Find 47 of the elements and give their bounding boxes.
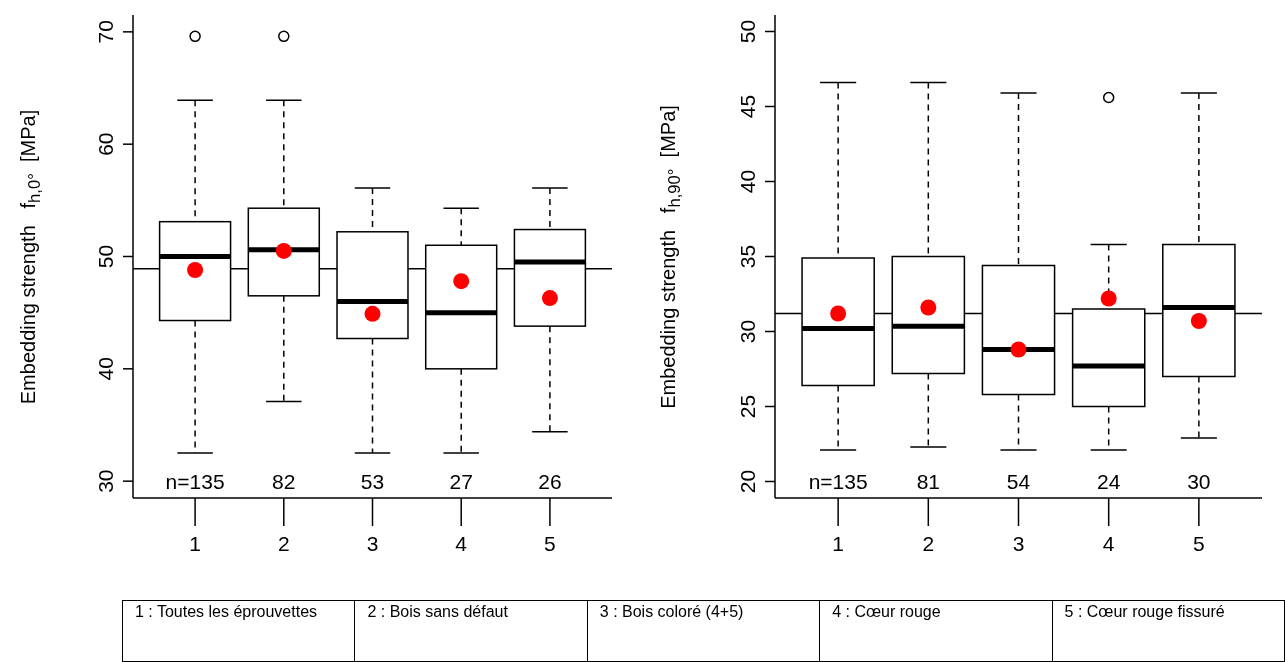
x-tick-label: 2 <box>922 531 935 555</box>
y-tick-label: 50 <box>736 19 759 44</box>
y-tick-label: 35 <box>736 244 759 269</box>
annotation: 53 <box>359 470 386 494</box>
y-tick-label: 20 <box>736 469 759 494</box>
annotation: 30 <box>1186 470 1212 494</box>
x-tick-label: 3 <box>366 531 379 555</box>
y-tick-label: 45 <box>736 94 759 119</box>
point <box>1010 341 1027 358</box>
annotation: 81 <box>915 470 941 494</box>
text: 4 : Cœur rouge <box>819 600 1053 662</box>
annotation: 82 <box>271 470 297 494</box>
annotation: 27 <box>448 470 474 494</box>
point <box>187 261 204 278</box>
y-tick-label: 40 <box>94 357 117 381</box>
annotation: 24 <box>1096 470 1122 494</box>
point <box>1100 290 1117 307</box>
annotation: 26 <box>537 470 563 494</box>
x-tick-label: 4 <box>455 531 468 555</box>
x-tick-label: 1 <box>832 531 844 555</box>
text: 1 : Toutes les éprouvettes <box>122 600 355 662</box>
y-tick-label: 70 <box>94 20 117 44</box>
text: 5 : Cœur rouge fissuré <box>1052 600 1285 662</box>
y-tick-label: 40 <box>736 169 759 194</box>
annotation: 54 <box>1005 470 1032 494</box>
point <box>541 290 558 307</box>
x-tick-label: 5 <box>544 531 556 555</box>
y-tick-label: 30 <box>94 469 117 493</box>
point <box>453 273 470 290</box>
point <box>364 305 381 322</box>
x-tick-label: 4 <box>1102 531 1115 555</box>
y-tick-label: 60 <box>94 132 117 156</box>
x-tick-label: 2 <box>277 531 290 555</box>
y-tick-label: 25 <box>736 394 759 419</box>
point <box>275 242 292 259</box>
y-tick-label: 50 <box>94 244 117 269</box>
text: 3 : Bois coloré (4+5) <box>587 600 820 662</box>
point <box>830 305 847 322</box>
annotation: n=135 <box>164 470 226 494</box>
x-tick-label: 5 <box>1193 531 1205 555</box>
point <box>1190 313 1207 329</box>
x-tick-label: 1 <box>189 531 201 555</box>
x-tick-label: 3 <box>1012 531 1025 555</box>
annotation: n=135 <box>807 470 869 494</box>
y-tick-label: 30 <box>736 319 759 344</box>
point <box>920 299 937 316</box>
text: 2 : Bois sans défaut <box>354 600 588 662</box>
